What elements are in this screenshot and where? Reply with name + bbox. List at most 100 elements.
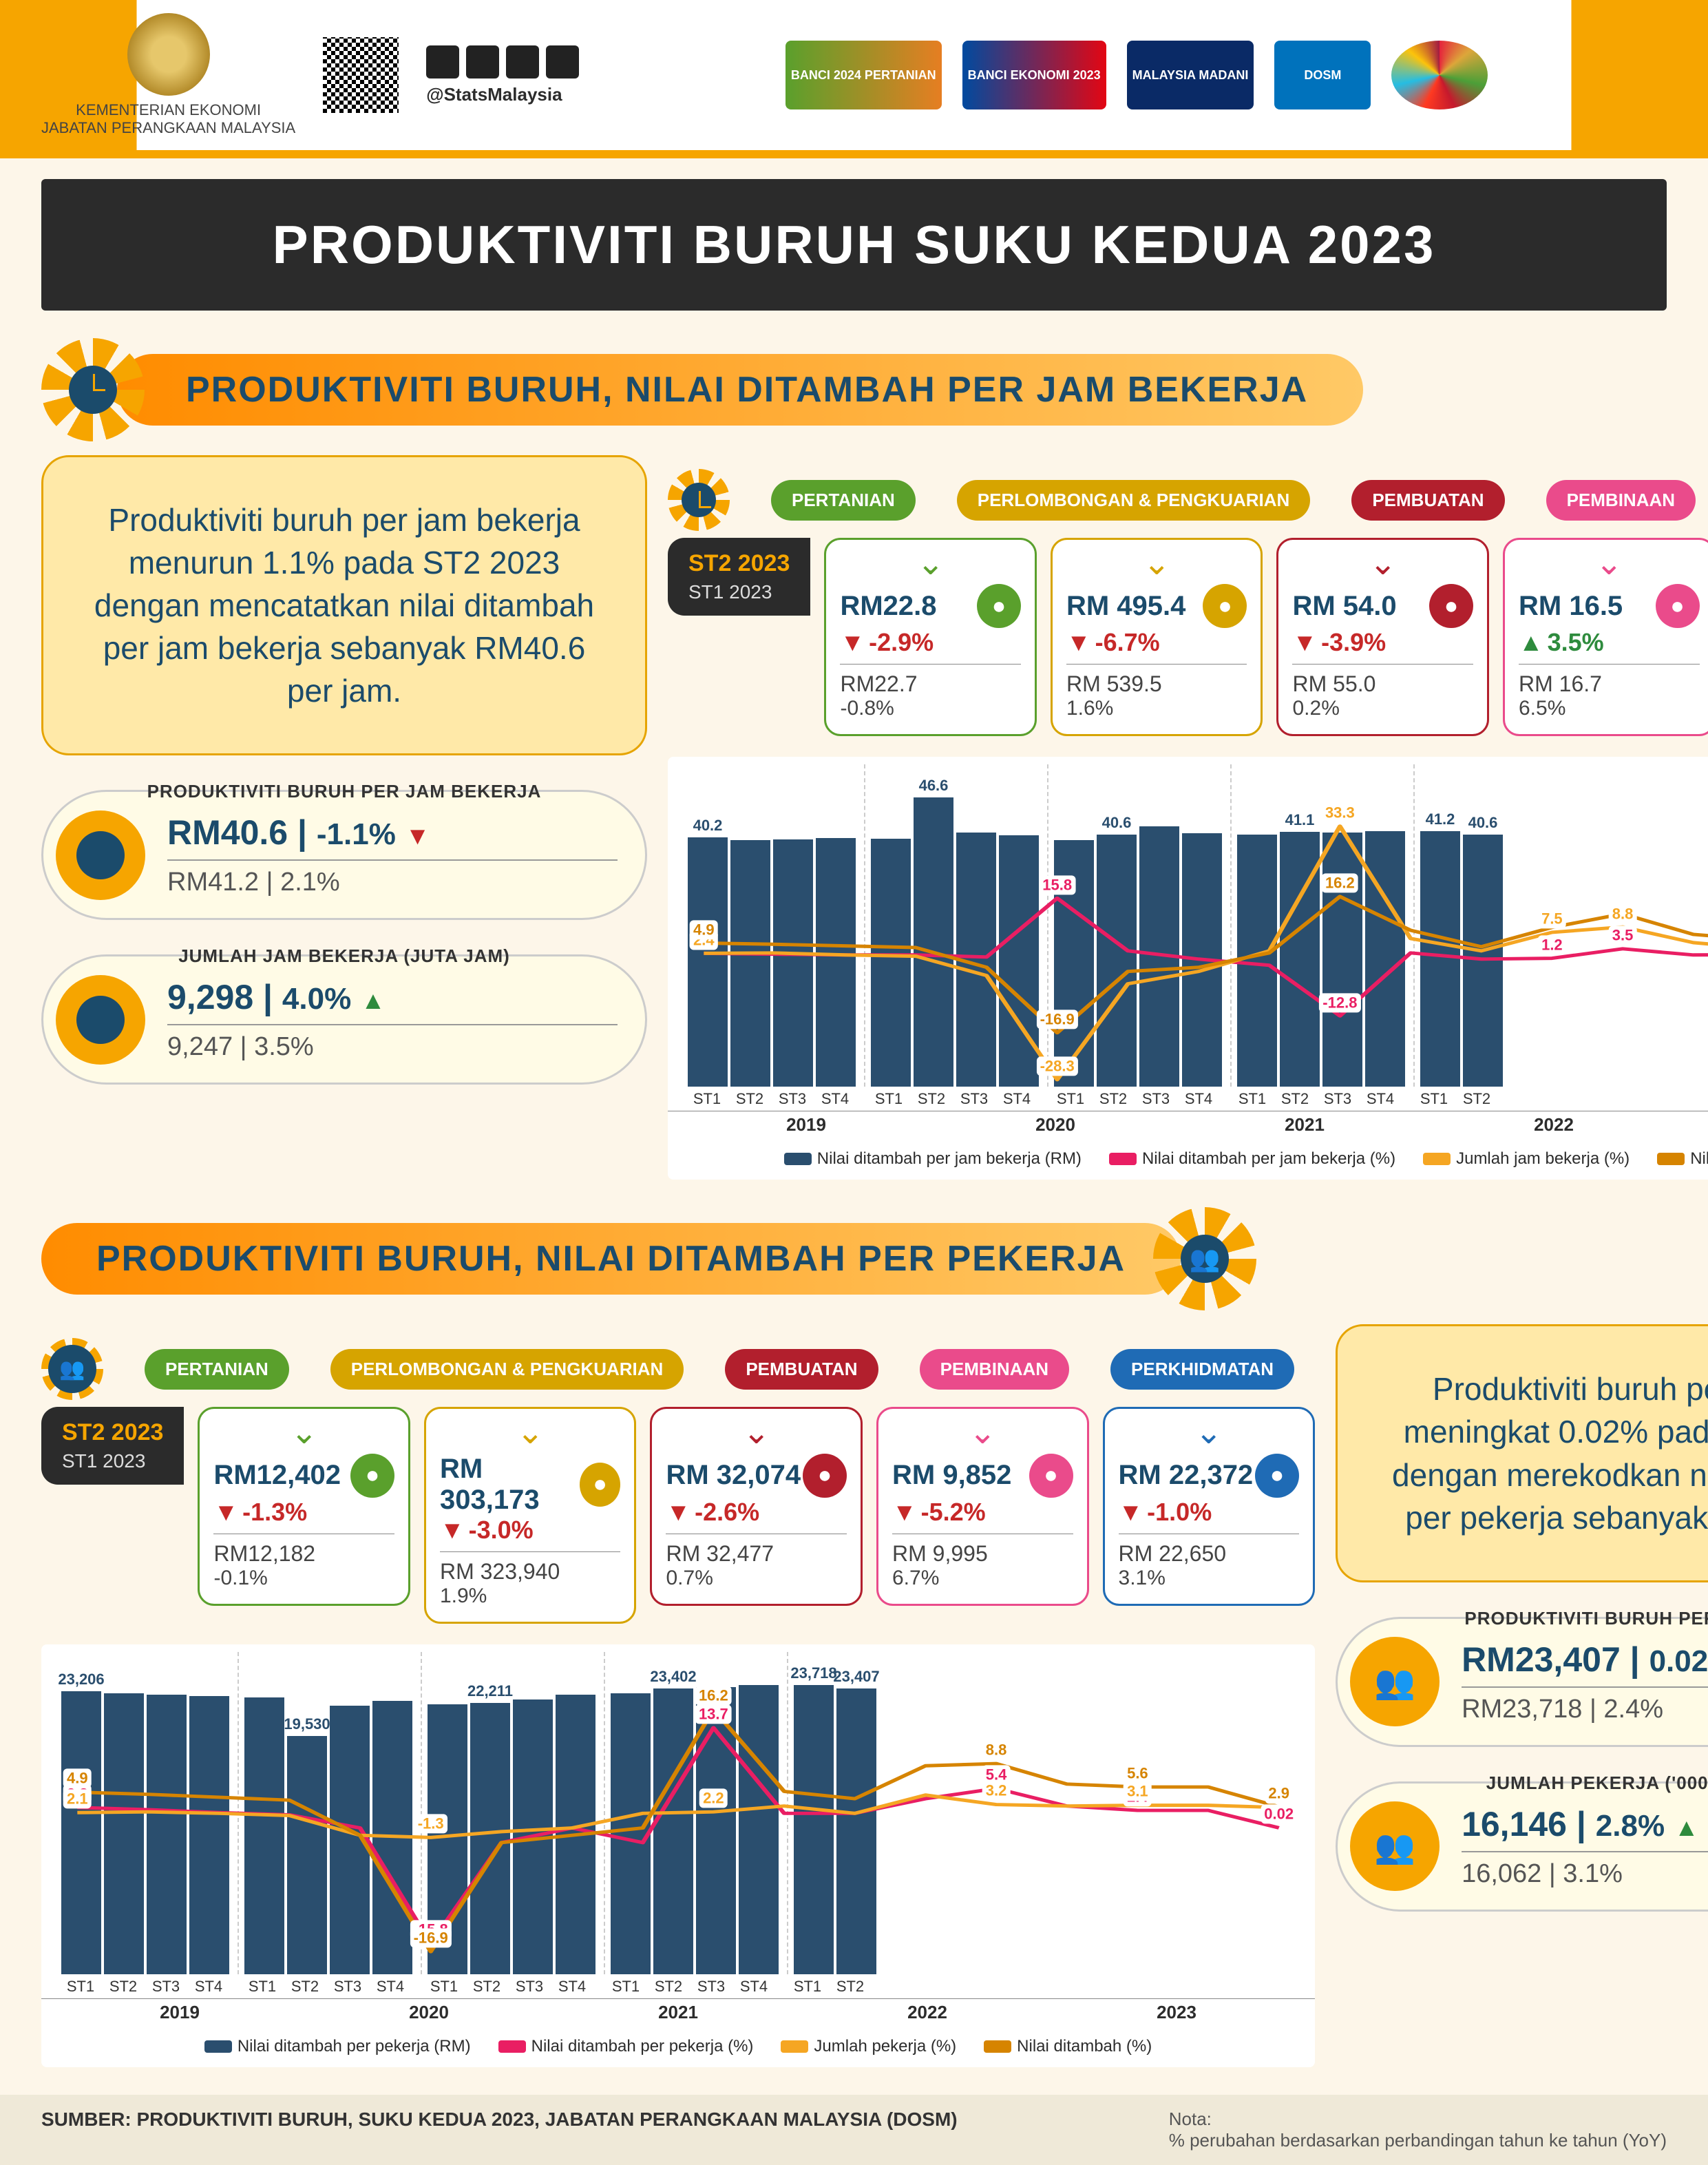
x-tick: ST2 [467, 1978, 507, 1996]
chart-bar [513, 1699, 553, 1974]
sector-prev-pct: -0.8% [840, 697, 1021, 720]
x-tick: ST1 [242, 1978, 282, 1996]
bar-label: 23,206 [58, 1671, 104, 1688]
line-point-label: 3.1 [1124, 1782, 1152, 1801]
legend-item: Nilai ditambah per pekerja (RM) [204, 2037, 471, 2056]
line-point-label: 5.6 [1124, 1764, 1152, 1783]
chart-bar [244, 1697, 284, 1974]
sector-prev-pct: 0.2% [1292, 697, 1473, 720]
logo-banci2024: BANCI 2024 PERTANIAN [786, 41, 942, 109]
kpi-pct: 2.8% [1596, 1809, 1665, 1843]
line-point-label: 2.4 [1124, 1787, 1152, 1806]
section1-right: PERTANIANPERLOMBONGAN & PENGKUARIANPEMBU… [668, 455, 1708, 1180]
chart-bar [1054, 840, 1094, 1087]
people-icon: 👥 [1374, 1827, 1415, 1866]
sector-prev: RM 539.5 [1066, 671, 1247, 697]
year-label: 2022 [907, 2002, 947, 2023]
x-icon[interactable] [506, 45, 539, 79]
sector-icon: ● [580, 1463, 621, 1507]
chart-bar [739, 1685, 779, 1974]
line-point-label: 8.8 [1609, 904, 1637, 923]
x-tick: ST2 [1093, 1090, 1133, 1108]
x-tick: ST1 [1232, 1090, 1272, 1108]
year-label: 2019 [160, 2002, 200, 2023]
chart-bar: 40.6 [1097, 835, 1137, 1087]
chart-bar [1237, 835, 1277, 1087]
period-current: ST2 2023 [688, 550, 790, 577]
section1-header: PRODUKTIVITI BURUH, NILAI DITAMBAH PER J… [41, 338, 1667, 441]
period-prev: ST1 2023 [62, 1450, 163, 1472]
chart-bar: 40.6 [1463, 835, 1503, 1087]
kpi-sub: 16,062 | 3.1% [1462, 1859, 1708, 1889]
chart-bar [147, 1695, 187, 1974]
bar-label: 22,211 [467, 1682, 513, 1700]
sector-prev: RM 16.7 [1519, 671, 1700, 697]
kpi-label: JUMLAH JAM BEKERJA (JUTA JAM) [85, 945, 604, 967]
section2-right: Produktiviti buruh per pekerja meningkat… [1336, 1324, 1708, 2067]
x-tick: ST3 [146, 1978, 186, 1996]
logo-be2023: BANCI EKONOMI 2023 [962, 41, 1106, 109]
period-prev: ST1 2023 [688, 581, 790, 603]
chart-bar: 22,211 [470, 1703, 510, 1974]
x-tick: ST4 [815, 1090, 855, 1108]
sector-pill: PEMBUATAN [725, 1349, 878, 1390]
chart-axes: 40.2 46.6 40.6 41.1 41.2 40.6 2.415.8-12… [668, 757, 1708, 1087]
legend-item: Jumlah pekerja (%) [781, 2037, 956, 2056]
chart-bar [730, 840, 770, 1087]
chart-bar [956, 833, 996, 1087]
chart-bar [330, 1706, 370, 1974]
page: KEMENTERIAN EKONOMI JABATAN PERANGKAAN M… [0, 0, 1708, 2165]
main-title: PRODUKTIVITI BURUH SUKU KEDUA 2023 [41, 179, 1667, 311]
bar-label: 41.1 [1285, 811, 1315, 829]
tri-icon: ▼ [892, 1498, 917, 1527]
sector-prev-pct: 6.7% [892, 1567, 1073, 1590]
x-tick: ST1 [869, 1090, 909, 1108]
instagram-icon[interactable] [426, 45, 459, 79]
x-tick: ST1 [424, 1978, 464, 1996]
chart-bar [104, 1693, 144, 1974]
x-tick: ST3 [691, 1978, 731, 1996]
sector-cur: RM 54.0 [1292, 591, 1396, 622]
bar-label: 19,530 [284, 1715, 330, 1733]
year-label: 2020 [409, 2002, 449, 2023]
sector-pill: PEMBINAAN [920, 1349, 1069, 1390]
chart-bar [611, 1693, 651, 1974]
x-tick: ST2 [730, 1090, 770, 1108]
people-icon: 👥 [1181, 1235, 1229, 1283]
chart-xlabels: ST1ST2ST3ST4ST1ST2ST3ST4ST1ST2ST3ST4ST1S… [41, 1975, 1315, 1998]
x-tick: ST3 [509, 1978, 549, 1996]
legend-item: Jumlah jam bekerja (%) [1423, 1149, 1630, 1169]
x-tick: ST1 [788, 1978, 827, 1996]
sector-cur-pct: -3.0% [469, 1516, 534, 1545]
logo-madani: MALAYSIA MADANI [1127, 41, 1254, 109]
x-tick: ST4 [734, 1978, 774, 1996]
legend-item: Nilai ditambah per pekerja (%) [498, 2037, 754, 2056]
line-point-label: 3.2 [982, 1781, 1011, 1801]
logo-sdg [1391, 41, 1488, 109]
sector-cur: RM 303,173 [440, 1454, 580, 1516]
section1-body: Produktiviti buruh per jam bekerja menur… [0, 455, 1708, 1180]
sector-card: ⌄ RM 54.0 ● ▼ -3.9% RM 55.0 0.2% [1276, 538, 1489, 736]
chart-bar [773, 839, 813, 1087]
chart-bar: 23,402 [653, 1688, 693, 1974]
chart-2: 23,206 19,530 22,211 23,402 23,718 23,40… [41, 1644, 1315, 2067]
sector-prev: RM22.7 [840, 671, 1021, 697]
sector-pill: PERLOMBONGAN & PENGKUARIAN [330, 1349, 684, 1390]
chart-legend: Nilai ditambah per jam bekerja (RM) Nila… [668, 1138, 1708, 1180]
x-tick: ST3 [328, 1978, 368, 1996]
kpi-value: RM23,407 [1462, 1640, 1621, 1679]
sector-card: ⌄ RM 303,173 ● ▼ -3.0% RM 323,940 1.9% [424, 1407, 637, 1623]
kpi-prod-per-worker: PRODUKTIVITI BURUH PER PEKERJA 👥 RM23,40… [1336, 1617, 1708, 1747]
kpi-pct: 0.02% [1649, 1644, 1708, 1678]
chart-1: 40.2 46.6 40.6 41.1 41.2 40.6 2.415.8-12… [668, 757, 1708, 1180]
facebook-icon[interactable] [466, 45, 499, 79]
youtube-icon[interactable] [546, 45, 579, 79]
x-tick: ST4 [552, 1978, 592, 1996]
sector-cur: RM12,402 [213, 1460, 341, 1491]
chart-bar [1139, 826, 1179, 1087]
sector-cur-pct: -6.7% [1095, 628, 1160, 657]
chart-bar: 46.6 [914, 797, 953, 1087]
sector-prev-pct: -0.1% [213, 1567, 394, 1590]
x-tick: ST3 [772, 1090, 812, 1108]
kpi-sub: RM41.2 | 2.1% [167, 868, 618, 897]
